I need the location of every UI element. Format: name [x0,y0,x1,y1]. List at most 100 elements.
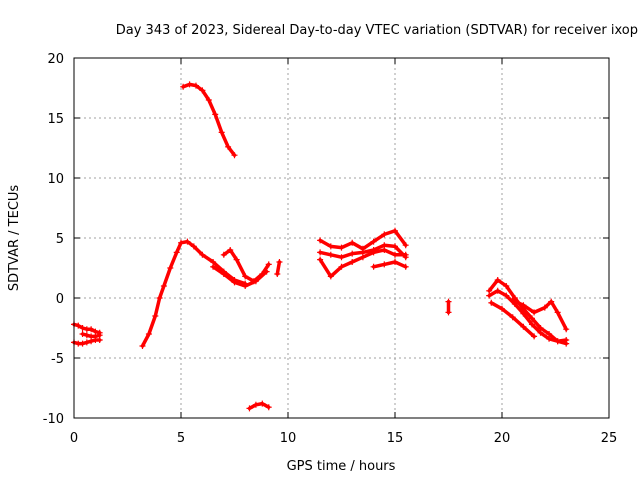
series-arc-g [246,400,272,412]
data-point [338,244,345,251]
x-tick-label: 5 [177,431,185,446]
chart-title: Day 343 of 2023, Sidereal Day-to-day VTE… [116,23,638,38]
data-point [370,263,377,270]
series-arc-h3 [317,242,409,261]
data-point [381,261,388,268]
data-point [338,263,345,270]
data-point [317,249,324,256]
data-point [225,143,232,150]
data-point [88,326,95,333]
data-point [563,326,570,333]
data-point [231,279,238,286]
data-point [252,278,259,285]
data-point [173,249,180,256]
data-point [317,256,324,263]
data-point [402,242,409,249]
data-point [276,259,283,265]
x-tick-label: 20 [494,431,511,446]
data-point [220,251,227,258]
y-tick-label: 15 [47,112,64,127]
data-point [263,268,270,275]
data-point [83,339,90,346]
data-point [499,305,505,312]
x-tick-label: 0 [70,431,78,446]
y-tick-label: 0 [56,292,64,307]
data-point [83,332,90,339]
data-point [503,283,510,289]
series-arc-j4 [509,297,570,333]
data-point [327,243,334,250]
data-point [233,256,240,263]
data-point [199,251,206,258]
series-arc-d [210,263,270,289]
data-point [178,239,184,246]
data-point [528,315,535,322]
data-point [541,304,548,311]
data-point [96,332,103,339]
data-point [220,271,227,277]
data-point [402,263,409,270]
data-point [180,83,187,90]
y-tick-label: 5 [56,232,64,247]
series-trace [487,278,568,346]
data-point [265,261,272,268]
data-point [205,97,212,103]
data-point [160,283,167,289]
data-point [190,243,197,250]
series-arc-j3 [488,299,538,340]
data-point [242,283,249,289]
series-trace [487,289,568,343]
data-point [554,338,561,345]
data-point [381,242,388,249]
data-point [392,259,398,265]
data-point [349,239,356,246]
series-trace [371,260,408,269]
data-point [494,287,501,294]
series-arc-f [180,81,238,159]
data-point [139,343,146,349]
data-point [359,249,366,256]
data-point [79,325,86,331]
data-point [381,231,388,238]
data-point [327,251,334,258]
data-point [338,254,345,261]
data-point [548,298,555,305]
data-point [531,333,538,340]
y-tick-label: 10 [47,172,64,187]
data-point [317,237,324,244]
data-point [242,273,249,280]
y-axis-label: SDTVAR / TECUs [7,185,22,292]
data-point [503,292,510,299]
data-point [392,243,398,250]
data-point [75,322,82,329]
data-point [156,295,163,301]
data-point [370,238,377,245]
data-point [259,400,266,407]
y-tick-label: 20 [47,52,64,67]
data-point [199,87,206,94]
data-point [370,247,377,253]
data-point [184,238,191,245]
y-tick-label: -5 [51,352,64,367]
data-point [210,263,217,270]
data-point [92,333,99,340]
data-point [445,309,452,316]
data-point [79,340,86,347]
data-point [520,323,527,330]
data-point [520,302,527,309]
data-point [227,247,234,253]
data-point [79,331,86,337]
data-point [509,297,516,304]
data-point [563,337,570,343]
data-point [218,129,225,136]
data-point [246,405,253,412]
data-point [528,321,535,328]
data-points [71,81,570,412]
data-point [531,309,538,316]
data-point [152,313,159,319]
series-trace [211,265,269,288]
series-arc-e [274,259,283,277]
data-point [494,277,501,283]
series-arc-i [445,298,452,316]
